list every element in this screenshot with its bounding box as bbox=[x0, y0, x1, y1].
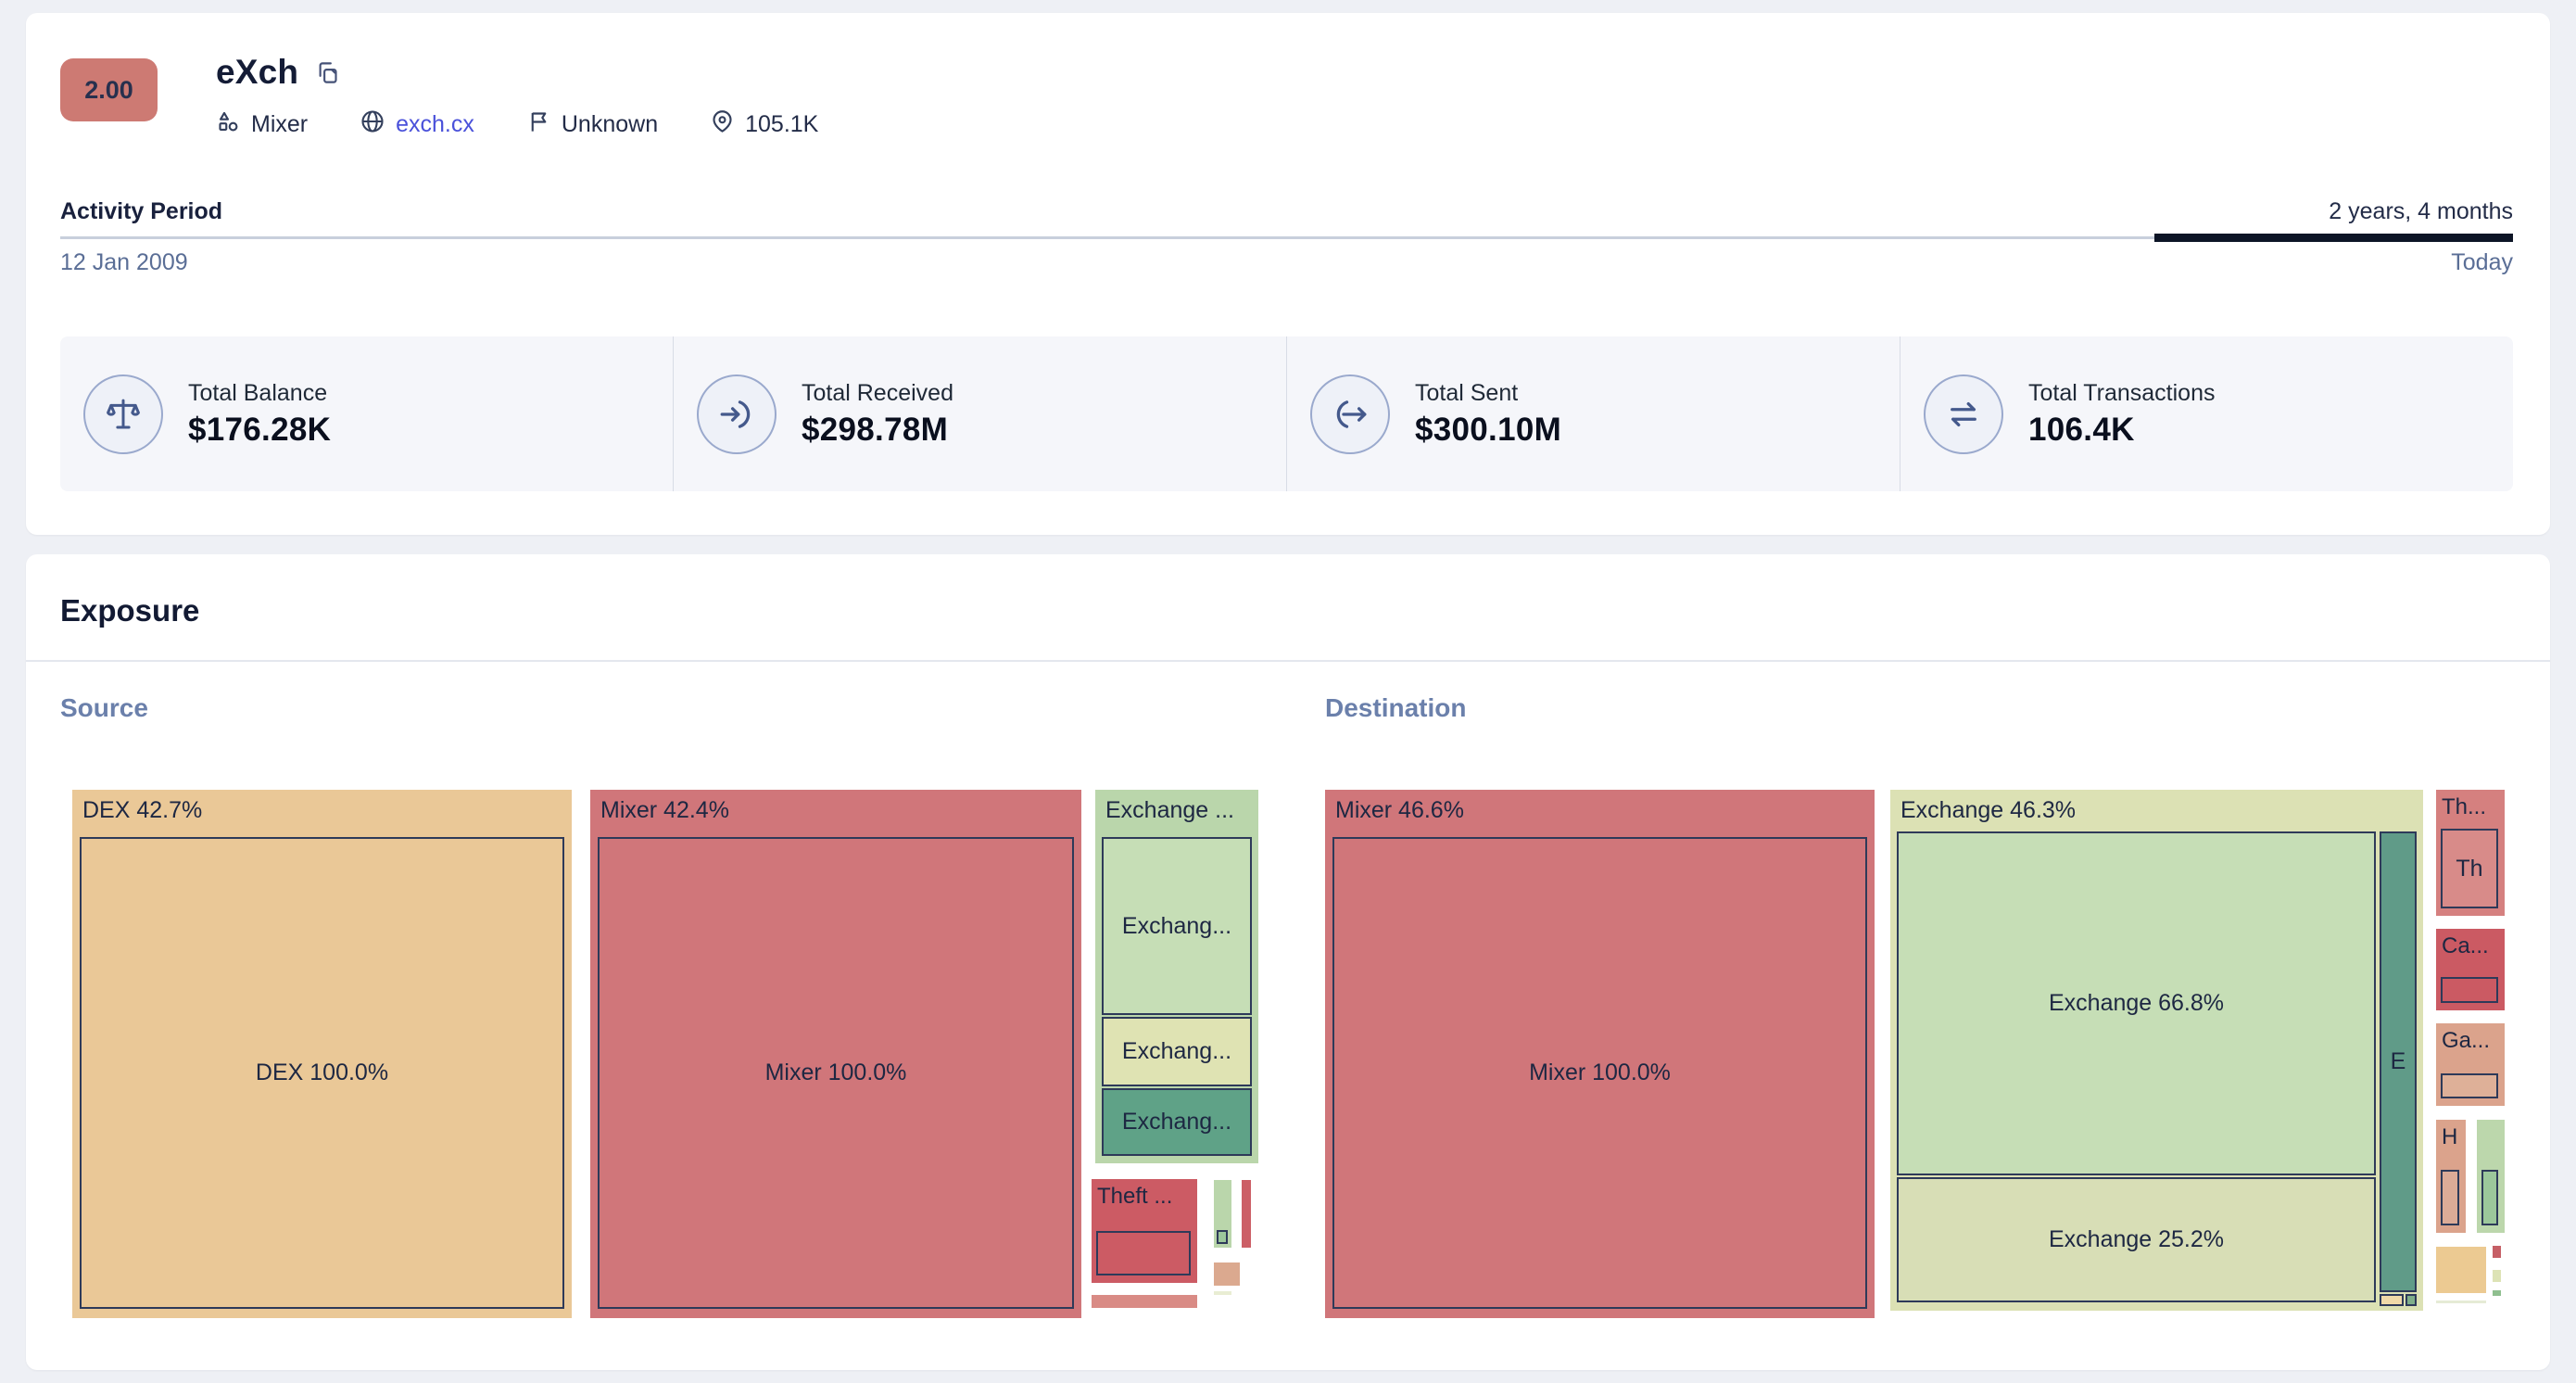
arrow-in-icon bbox=[697, 374, 777, 454]
entity-title: eXch bbox=[216, 53, 299, 91]
treemap-cell-header: H bbox=[2442, 1124, 2458, 1149]
treemap-cell-mixer[interactable]: Mixer 42.4% Mixer 100.0% bbox=[590, 790, 1081, 1318]
treemap-cell-header: Theft ... bbox=[1097, 1184, 1173, 1209]
treemap-cell-small[interactable] bbox=[2477, 1120, 2505, 1233]
treemap-subcell[interactable] bbox=[2441, 1073, 2498, 1098]
stat-label: Total Balance bbox=[188, 379, 328, 406]
treemap-subcell-exchange[interactable]: Exchange 66.8% bbox=[1897, 831, 2376, 1175]
treemap-subcell-exchange[interactable]: Exchang... bbox=[1102, 1017, 1252, 1086]
source-label: Source bbox=[60, 693, 148, 722]
treemap-cell-small bbox=[2436, 1301, 2486, 1303]
address-count: 105.1K bbox=[710, 109, 818, 141]
map-pin-icon bbox=[710, 109, 735, 141]
treemap-subcell[interactable] bbox=[2441, 1170, 2459, 1225]
treemap-subcell-exchange[interactable]: E bbox=[2380, 831, 2417, 1292]
treemap-cell-ca[interactable]: Ca... bbox=[2436, 929, 2505, 1010]
treemap-cell-small[interactable] bbox=[1242, 1180, 1251, 1248]
treemap-cell-theft[interactable]: Theft ... bbox=[1092, 1179, 1197, 1283]
destination-label: Destination bbox=[1325, 693, 1467, 722]
treemap-cell-header: DEX 42.7% bbox=[82, 797, 203, 823]
treemap-cell-dex[interactable]: DEX 42.7% DEX 100.0% bbox=[72, 790, 572, 1318]
activity-duration: 2 years, 4 months bbox=[2329, 198, 2513, 224]
treemap-cell-small[interactable] bbox=[1214, 1180, 1231, 1248]
destination-treemap: Mixer 46.6% Mixer 100.0% Exchange 46.3% … bbox=[1325, 790, 2506, 1318]
flag-icon bbox=[526, 109, 551, 141]
treemap-cell-ga[interactable]: Ga... bbox=[2436, 1023, 2505, 1106]
treemap-cell-h[interactable]: H bbox=[2436, 1120, 2466, 1233]
treemap-subcell[interactable] bbox=[2481, 1170, 2498, 1225]
address-count-label: 105.1K bbox=[745, 111, 819, 137]
entity-type: Mixer bbox=[216, 109, 308, 141]
treemap-subcell-exchange[interactable]: Exchange 25.2% bbox=[1897, 1177, 2376, 1302]
activity-period: Activity Period 2 years, 4 months 12 Jan… bbox=[60, 198, 2513, 276]
treemap-subcell-exchange[interactable]: Exchang... bbox=[1102, 837, 1252, 1015]
entity-flag: Unknown bbox=[526, 109, 658, 141]
stat-total-received: Total Received $298.78M bbox=[673, 336, 1286, 491]
treemap-cell-small[interactable] bbox=[2493, 1290, 2501, 1296]
treemap-cell-header: Th... bbox=[2442, 794, 2487, 819]
treemap-cell-small[interactable] bbox=[2436, 1247, 2486, 1293]
stat-total-balance: Total Balance $176.28K bbox=[60, 336, 673, 491]
stat-label: Total Transactions bbox=[2028, 379, 2216, 406]
treemap-subcell[interactable] bbox=[2441, 977, 2498, 1003]
entity-type-label: Mixer bbox=[251, 111, 309, 137]
stat-value: 106.4K bbox=[2028, 411, 2135, 448]
entity-header-card: 2.00 eXch bbox=[26, 13, 2550, 535]
treemap-cell-small[interactable] bbox=[1092, 1295, 1197, 1308]
website-label: exch.cx bbox=[396, 111, 474, 137]
copy-icon[interactable] bbox=[315, 60, 340, 85]
exposure-title: Exposure bbox=[60, 593, 200, 628]
stat-label: Total Sent bbox=[1415, 379, 1519, 406]
stat-total-sent: Total Sent $300.10M bbox=[1286, 336, 1900, 491]
website-link[interactable]: exch.cx bbox=[360, 108, 474, 141]
activity-start-date: 12 Jan 2009 bbox=[60, 249, 188, 275]
timeline-track bbox=[60, 236, 2513, 239]
treemap-cell-header: Mixer 42.4% bbox=[600, 797, 729, 823]
divider bbox=[26, 660, 2550, 662]
activity-period-label: Activity Period bbox=[60, 198, 223, 224]
treemap-cell-small[interactable] bbox=[1214, 1262, 1240, 1286]
treemap-cell-header: Ga... bbox=[2442, 1028, 2491, 1053]
treemap-subcell-theft[interactable] bbox=[1096, 1231, 1191, 1275]
arrow-out-icon bbox=[1310, 374, 1390, 454]
swap-arrows-icon bbox=[1924, 374, 2003, 454]
timeline-active-segment bbox=[2154, 234, 2513, 242]
treemap-subcell-exchange[interactable]: Exchang... bbox=[1102, 1088, 1252, 1156]
risk-score-badge: 2.00 bbox=[60, 58, 158, 121]
treemap-cell-exchange[interactable]: Exchange ... Exchang... Exchang... Excha… bbox=[1095, 790, 1258, 1163]
treemap-subcell[interactable] bbox=[2380, 1294, 2404, 1306]
treemap-cell-header: Exchange 46.3% bbox=[1900, 797, 2077, 823]
activity-timeline[interactable] bbox=[60, 233, 2513, 242]
stat-label: Total Received bbox=[802, 379, 953, 406]
globe-icon bbox=[360, 108, 385, 141]
stat-total-transactions: Total Transactions 106.4K bbox=[1900, 336, 2513, 491]
entity-header: 2.00 eXch bbox=[60, 53, 818, 141]
treemap-cell-mixer[interactable]: Mixer 46.6% Mixer 100.0% bbox=[1325, 790, 1875, 1318]
balance-scale-icon bbox=[83, 374, 163, 454]
treemap-subcell-theft[interactable]: Th bbox=[2441, 829, 2498, 908]
treemap-subcell-dex[interactable]: DEX 100.0% bbox=[80, 837, 564, 1309]
treemap-subcell-mixer[interactable]: Mixer 100.0% bbox=[598, 837, 1074, 1309]
flag-label: Unknown bbox=[561, 111, 659, 137]
treemap-cell-small[interactable] bbox=[2493, 1270, 2501, 1282]
treemap-cell-small[interactable] bbox=[1214, 1291, 1231, 1295]
treemap-cell-exchange[interactable]: Exchange 46.3% Exchange 66.8% Exchange 2… bbox=[1890, 790, 2423, 1311]
treemap-cell-theft[interactable]: Th... Th bbox=[2436, 790, 2505, 916]
stat-value: $176.28K bbox=[188, 411, 332, 448]
treemap-subcell-mixer[interactable]: Mixer 100.0% bbox=[1332, 837, 1867, 1309]
stats-panel: Total Balance $176.28K Total Received $2… bbox=[60, 336, 2513, 491]
treemap-cell-small[interactable] bbox=[2493, 1246, 2501, 1258]
stat-value: $300.10M bbox=[1415, 411, 1562, 448]
category-shapes-icon bbox=[216, 109, 241, 141]
treemap-subcell[interactable] bbox=[1217, 1230, 1228, 1244]
treemap-subcell[interactable] bbox=[2406, 1294, 2417, 1306]
treemap-cell-header: Ca... bbox=[2442, 933, 2489, 958]
exposure-card: Exposure Source Destination DEX 42.7% DE… bbox=[26, 554, 2550, 1370]
treemap-cell-header: Mixer 46.6% bbox=[1335, 797, 1464, 823]
activity-end-date: Today bbox=[2451, 249, 2513, 275]
stat-value: $298.78M bbox=[802, 411, 949, 448]
source-treemap: DEX 42.7% DEX 100.0% Mixer 42.4% Mixer 1… bbox=[72, 790, 1263, 1318]
treemap-cell-header: Exchange ... bbox=[1105, 797, 1234, 823]
